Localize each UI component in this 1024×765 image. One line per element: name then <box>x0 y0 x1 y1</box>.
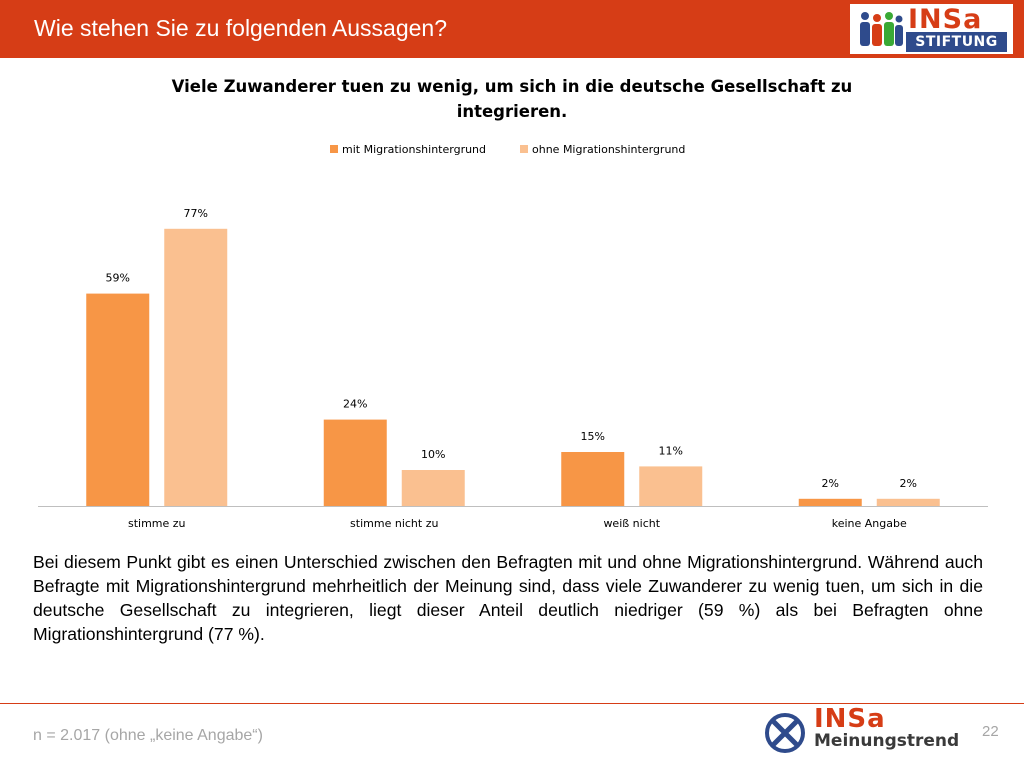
logo-insa-text: INSa <box>908 4 983 35</box>
sample-size-note: n = 2.017 (ohne „keine Angabe“) <box>33 727 263 744</box>
bar-chart: mit Migrationshintergrund ohne Migrations… <box>38 143 988 530</box>
data-label-1-0: 24% <box>343 398 367 411</box>
header-bar: Wie stehen Sie zu folgenden Aussagen? IN… <box>0 0 1024 58</box>
bar-1-0 <box>323 419 387 506</box>
page-title: Wie stehen Sie zu folgenden Aussagen? <box>34 15 448 41</box>
bar-3-1 <box>876 498 940 506</box>
bottom-logo-trend-text: Meinungstrend <box>814 731 960 751</box>
insa-stiftung-logo: INSa STIFTUNG <box>850 4 1013 54</box>
data-label-1-1: 10% <box>421 448 445 461</box>
data-label-3-1: 2% <box>900 477 917 490</box>
people-icon <box>860 12 903 46</box>
page-number: 22 <box>982 723 999 740</box>
footer-divider <box>0 703 1024 704</box>
data-label-2-0: 15% <box>581 430 605 443</box>
legend-label-0: mit Migrationshintergrund <box>342 143 486 156</box>
bar-0-0 <box>86 293 150 506</box>
insa-meinungstrend-logo: INSa Meinungstrend <box>764 704 964 758</box>
chart-title: Viele Zuwanderer tuen zu wenig, um sich … <box>171 77 853 121</box>
category-label-3: keine Angabe <box>832 517 907 530</box>
bar-3-0 <box>798 498 862 506</box>
body-text: Bei diesem Punkt gibt es einen Unterschi… <box>33 552 983 644</box>
category-label-2: weiß nicht <box>603 517 660 530</box>
bar-2-0 <box>561 452 625 506</box>
bar-1-1 <box>401 470 465 506</box>
data-label-3-0: 2% <box>822 477 839 490</box>
legend-swatch-1 <box>520 145 528 153</box>
legend-label-1: ohne Migrationshintergrund <box>532 143 685 156</box>
bottom-logo-insa-text: INSa <box>814 704 886 734</box>
data-label-2-1: 11% <box>659 444 683 457</box>
bar-0-1 <box>164 228 228 507</box>
cross-circle-icon <box>765 713 805 753</box>
category-label-0: stimme zu <box>128 517 186 530</box>
data-label-0-0: 59% <box>106 272 130 285</box>
category-label-1: stimme nicht zu <box>350 517 438 530</box>
data-label-0-1: 77% <box>184 207 208 220</box>
legend-swatch-0 <box>330 145 338 153</box>
bar-2-1 <box>639 466 703 506</box>
logo-stiftung-text: STIFTUNG <box>906 32 1007 52</box>
